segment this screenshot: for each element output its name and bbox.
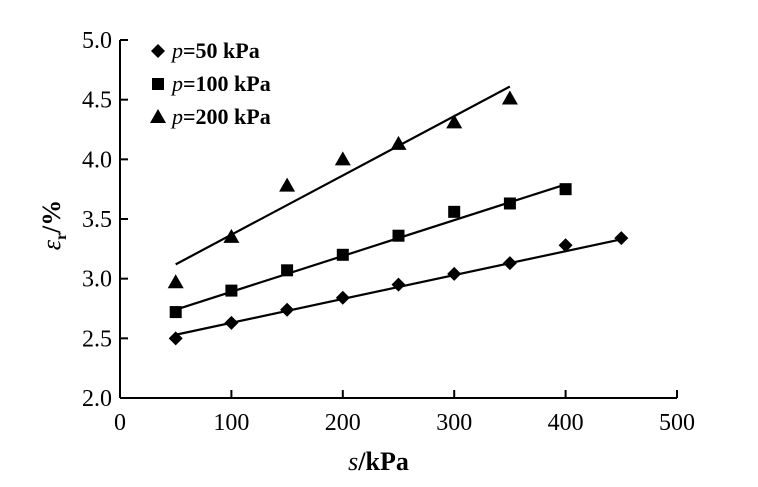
data-point-series-1: [391, 277, 406, 292]
data-markers: [167, 90, 629, 346]
data-point-series-3: [501, 90, 518, 105]
legend-marker-series-2: [152, 78, 164, 90]
data-point-series-2: [169, 306, 182, 319]
data-point-series-1: [224, 315, 239, 330]
data-point-series-3: [279, 177, 296, 192]
data-point-series-3: [446, 114, 463, 129]
legend-label-series-3: p=200 kPa: [170, 104, 271, 129]
data-point-series-1: [168, 331, 183, 346]
y-tick-label: 3.5: [82, 207, 112, 233]
x-tick-label: 400: [548, 410, 584, 436]
axes: 0 100 200 300 400 500 2.0 2.5 3.0 3.5 4.0 4.5 5.0: [82, 28, 695, 436]
data-point-series-1: [280, 302, 295, 317]
data-point-series-3: [223, 228, 240, 243]
y-tick-label: 2.0: [82, 386, 112, 412]
y-tick-label: 2.5: [82, 326, 112, 352]
data-point-series-3: [334, 151, 351, 166]
x-tick-label: 100: [213, 410, 249, 436]
y-axis-title: εr/%: [37, 200, 70, 251]
data-point-series-1: [502, 256, 517, 271]
x-tick-label: 500: [659, 410, 695, 436]
y-tick-label: 5.0: [82, 28, 112, 54]
data-point-series-2: [503, 197, 516, 210]
data-point-series-1: [614, 231, 629, 246]
axis-titles: s/kPa εr/%: [37, 200, 409, 476]
data-point-series-2: [392, 229, 405, 242]
data-point-series-1: [558, 238, 573, 253]
legend-label-series-2: p=100 kPa: [170, 71, 271, 96]
data-point-series-3: [167, 274, 184, 289]
y-tick-label: 3.0: [82, 267, 112, 293]
x-tick-label: 200: [325, 410, 361, 436]
data-point-series-1: [447, 266, 462, 281]
legend: p=50 kPa p=100 kPa p=200 kPa: [150, 38, 271, 129]
data-point-series-2: [336, 248, 349, 261]
x-tick-label: 300: [436, 410, 472, 436]
fit-line-series-2: [175, 183, 566, 311]
data-point-series-3: [390, 135, 407, 150]
data-point-series-2: [225, 284, 238, 297]
data-point-series-2: [559, 183, 572, 196]
x-tick-label: 0: [114, 410, 126, 436]
data-point-series-2: [281, 264, 294, 277]
legend-marker-series-1: [151, 44, 165, 58]
y-tick-label: 4.0: [82, 147, 112, 173]
data-point-series-1: [335, 290, 350, 305]
legend-label-series-1: p=50 kPa: [170, 38, 260, 63]
y-tick-label: 4.5: [82, 88, 112, 114]
data-point-series-2: [448, 205, 461, 218]
legend-marker-series-3: [150, 109, 166, 123]
x-axis-title: s/kPa: [348, 447, 409, 476]
